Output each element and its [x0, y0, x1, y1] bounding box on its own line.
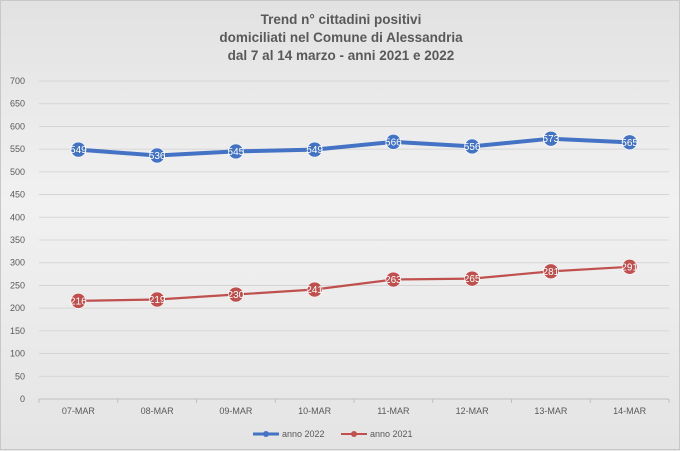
data-label: 219 — [149, 295, 166, 306]
x-tick-label: 07-MAR — [62, 406, 96, 416]
legend-label: anno 2021 — [370, 429, 413, 439]
x-tick-label: 09-MAR — [219, 406, 253, 416]
data-point — [306, 281, 323, 298]
data-label: 291 — [621, 262, 638, 273]
data-label: 263 — [385, 275, 402, 286]
data-point — [621, 259, 638, 275]
data-point — [385, 271, 402, 288]
x-tick-label: 12-MAR — [456, 406, 490, 416]
chart-title-line-1: Trend n° cittadini positivi — [260, 12, 422, 27]
y-tick-label: 350 — [10, 235, 25, 245]
y-tick-label: 600 — [10, 121, 25, 131]
x-tick-label: 14-MAR — [613, 406, 647, 416]
data-label: 241 — [306, 285, 323, 296]
data-point — [543, 130, 559, 147]
data-point — [70, 293, 87, 309]
data-label: 281 — [543, 267, 560, 278]
data-point — [543, 263, 559, 280]
chart-title-line-2: domiciliati nel Comune di Alessandria — [219, 30, 463, 45]
y-tick-label: 250 — [10, 280, 25, 290]
y-tick-label: 300 — [10, 258, 25, 268]
x-tick-label: 10-MAR — [298, 406, 332, 416]
data-point — [228, 286, 244, 303]
chart-title: Trend n° cittadini positivi domiciliati … — [1, 11, 680, 65]
y-tick-label: 0 — [20, 394, 25, 404]
x-tick-label: 11-MAR — [377, 406, 410, 416]
x-tick-label: 08-MAR — [141, 406, 175, 416]
y-tick-label: 200 — [10, 303, 25, 313]
series-line-1 — [76, 136, 632, 158]
data-label: 545 — [228, 147, 245, 158]
data-label: 549 — [70, 145, 87, 156]
data-label: 565 — [621, 138, 638, 149]
data-point — [149, 147, 165, 164]
data-label: 230 — [228, 290, 245, 301]
data-point — [149, 291, 165, 308]
data-label: 216 — [70, 296, 87, 307]
y-tick-label: 400 — [10, 212, 25, 222]
legend-marker — [351, 431, 357, 437]
legend-marker — [263, 431, 269, 437]
chart-title-line-3: dal 7 al 14 marzo - anni 2021 e 2022 — [227, 48, 455, 63]
y-tick-label: 500 — [10, 167, 25, 177]
y-tick-label: 150 — [10, 326, 25, 336]
data-label: 566 — [385, 137, 402, 148]
data-label: 573 — [543, 134, 560, 145]
x-tick-label: 13-MAR — [534, 406, 568, 416]
data-point — [228, 143, 244, 160]
data-label: 556 — [464, 142, 481, 153]
data-point — [464, 138, 480, 155]
y-tick-label: 50 — [15, 371, 25, 381]
data-label: 265 — [464, 274, 481, 285]
data-point — [306, 141, 323, 158]
data-point — [464, 270, 480, 287]
legend-label: anno 2022 — [282, 429, 325, 439]
y-tick-label: 100 — [10, 349, 25, 359]
data-label: 536 — [149, 151, 166, 162]
data-label: 549 — [306, 145, 323, 156]
data-point — [621, 134, 638, 151]
data-point — [70, 141, 87, 158]
series-line-2 — [77, 265, 631, 302]
data-point — [385, 134, 402, 150]
y-tick-label: 700 — [10, 76, 25, 86]
y-tick-label: 450 — [10, 190, 25, 200]
y-tick-label: 550 — [10, 144, 25, 154]
y-tick-label: 650 — [10, 99, 25, 109]
